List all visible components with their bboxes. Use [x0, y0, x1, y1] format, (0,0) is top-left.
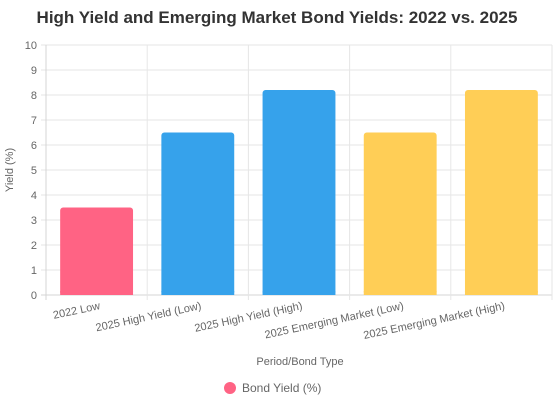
y-tick-label: 0 — [31, 290, 37, 302]
legend-label-bond-yield: Bond Yield (%) — [242, 381, 321, 395]
bar-2[interactable] — [161, 132, 235, 296]
bar-base-4 — [363, 291, 437, 295]
bars — [60, 90, 538, 295]
y-tick-label: 6 — [31, 140, 37, 152]
bar-4[interactable] — [363, 132, 437, 296]
bar-base-1 — [60, 291, 134, 295]
bar-1[interactable] — [60, 207, 134, 296]
chart-title: High Yield and Emerging Market Bond Yiel… — [37, 8, 518, 27]
y-axis-title: Yield (%) — [4, 148, 16, 192]
bar-5[interactable] — [464, 90, 538, 295]
y-tick-label: 10 — [25, 40, 37, 52]
y-tick-label: 9 — [31, 65, 37, 77]
x-axis-title: Period/Bond Type — [256, 356, 343, 368]
y-tick-label: 2 — [31, 240, 37, 252]
y-tick-label: 7 — [31, 115, 37, 127]
y-tick-label: 8 — [31, 90, 37, 102]
y-axis-ticks: 0 1 2 3 4 5 6 7 8 9 10 — [25, 40, 37, 302]
x-tick-label: 2022 Low — [52, 300, 101, 322]
y-tick-label: 5 — [31, 165, 37, 177]
y-tick-label: 4 — [31, 190, 37, 202]
x-tick-label: 2025 High Yield (Low) — [95, 300, 203, 334]
y-tick-label: 1 — [31, 265, 37, 277]
y-tick-label: 3 — [31, 215, 37, 227]
bar-base-3 — [262, 291, 336, 295]
legend[interactable]: Bond Yield (%) — [224, 381, 321, 395]
bar-3[interactable] — [262, 90, 336, 295]
bar-base-2 — [161, 291, 235, 295]
bar-base-5 — [464, 291, 538, 295]
legend-swatch — [224, 382, 236, 394]
